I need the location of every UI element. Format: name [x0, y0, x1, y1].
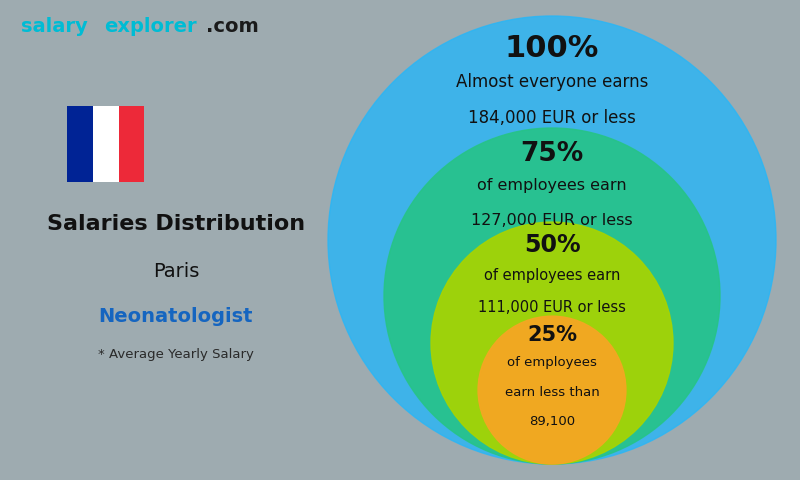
Text: 89,100: 89,100 [529, 415, 575, 428]
Text: 127,000 EUR or less: 127,000 EUR or less [471, 213, 633, 228]
Text: of employees earn: of employees earn [484, 268, 620, 283]
Text: * Average Yearly Salary: * Average Yearly Salary [98, 348, 254, 361]
Text: 184,000 EUR or less: 184,000 EUR or less [468, 109, 636, 127]
Text: explorer: explorer [104, 17, 197, 36]
Text: Almost everyone earns: Almost everyone earns [456, 73, 648, 91]
Bar [118, 106, 144, 182]
Circle shape [384, 128, 720, 464]
Text: earn less than: earn less than [505, 385, 599, 398]
Text: 50%: 50% [524, 233, 580, 257]
Text: 100%: 100% [505, 34, 599, 63]
Circle shape [431, 222, 673, 464]
Circle shape [478, 316, 626, 464]
Text: 25%: 25% [527, 325, 577, 345]
Text: Salaries Distribution: Salaries Distribution [47, 214, 305, 234]
Text: 111,000 EUR or less: 111,000 EUR or less [478, 300, 626, 315]
Text: salary: salary [21, 17, 88, 36]
Text: Paris: Paris [153, 262, 199, 281]
Circle shape [328, 16, 776, 464]
Text: .com: .com [206, 17, 258, 36]
Text: Neonatologist: Neonatologist [98, 307, 254, 326]
Text: of employees earn: of employees earn [477, 179, 627, 193]
Text: of employees: of employees [507, 357, 597, 370]
Bar [93, 106, 118, 182]
Text: 75%: 75% [520, 142, 584, 168]
Bar [67, 106, 93, 182]
